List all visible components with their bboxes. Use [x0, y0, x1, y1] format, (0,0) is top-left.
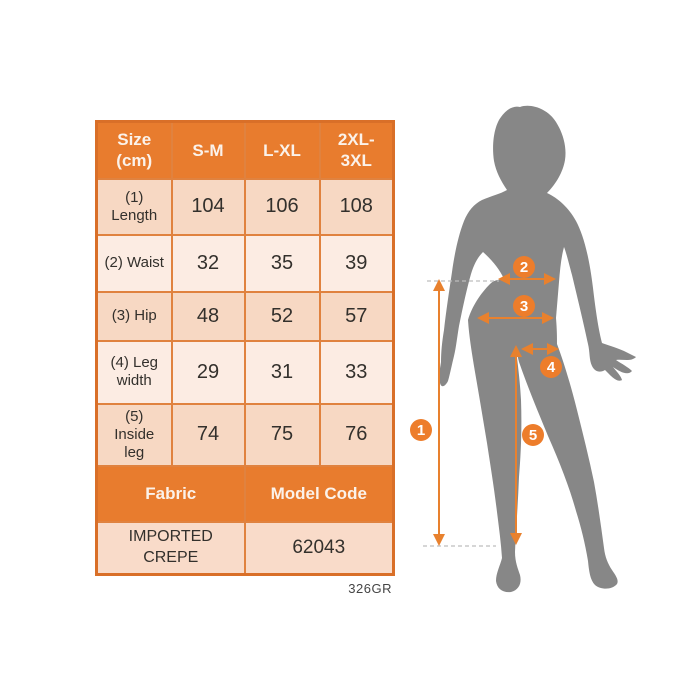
- waist-value-sm: 32: [170, 233, 246, 293]
- product-code-footnote: 326GR: [348, 581, 392, 596]
- leg-width-value-sm: 29: [170, 339, 246, 405]
- marker-circle-5: [522, 424, 544, 446]
- inside-leg-arrow-head-down: [510, 533, 522, 545]
- hip-arrow-head-left: [477, 312, 489, 324]
- footer-value-row: IMPORTED CREPE 62043: [95, 520, 395, 576]
- fabric-value: IMPORTED CREPE: [95, 520, 246, 576]
- leg-width-arrow-head-left: [521, 343, 533, 355]
- header-size-lxl: L-XL: [243, 120, 321, 180]
- marker-circle-3: [513, 295, 535, 317]
- leg-width-value-2xl3xl: 33: [318, 339, 395, 405]
- marker-circle-1: [410, 419, 432, 441]
- leg-width-arrow-head-right: [547, 343, 559, 355]
- header-row: Size (cm) S-M L-XL 2XL- 3XL: [95, 120, 395, 180]
- fabric-header: Fabric: [95, 464, 246, 523]
- table-row-length: (1) Length 104 106 108: [95, 177, 395, 236]
- measure-length: 1: [410, 279, 499, 547]
- waist-arrow-head-left: [498, 273, 510, 285]
- length-value-sm: 104: [170, 177, 246, 236]
- hip-value-2xl3xl: 57: [318, 290, 395, 342]
- leg-width-value-lxl: 31: [243, 339, 321, 405]
- marker-number-2: 2: [520, 259, 528, 276]
- inside-leg-value-lxl: 75: [243, 402, 321, 467]
- waist-arrow-head-right: [544, 273, 556, 285]
- measure-hip: 3: [477, 295, 554, 324]
- inside-leg-value-2xl3xl: 76: [318, 402, 395, 467]
- length-value-lxl: 106: [243, 177, 321, 236]
- table-row-inside-leg: (5) Inside leg 74 75 76: [95, 402, 395, 467]
- model-code-header: Model Code: [243, 464, 395, 523]
- waist-value-2xl3xl: 39: [318, 233, 395, 293]
- table-row-leg-width: (4) Leg width 29 31 33: [95, 339, 395, 405]
- model-code-value: 62043: [243, 520, 395, 576]
- measure-leg-width: 4: [521, 343, 562, 378]
- measure-inside-leg: 5: [510, 345, 544, 545]
- header-size-sm: S-M: [170, 120, 246, 180]
- marker-number-5: 5: [529, 427, 537, 444]
- measure-waist: 2: [498, 256, 556, 285]
- marker-circle-2: [513, 256, 535, 278]
- footer-header-row: Fabric Model Code: [95, 464, 395, 523]
- length-value-2xl3xl: 108: [318, 177, 395, 236]
- marker-number-4: 4: [547, 359, 556, 376]
- header-size-cm: Size (cm): [95, 120, 173, 180]
- marker-number-3: 3: [520, 298, 528, 315]
- inside-leg-value-sm: 74: [170, 402, 246, 467]
- row-label-inside-leg: (5) Inside leg: [95, 402, 173, 467]
- size-chart: Size (cm) S-M L-XL 2XL- 3XL (1) Length 1…: [95, 120, 395, 576]
- hip-arrow-head-right: [542, 312, 554, 324]
- row-label-length: (1) Length: [95, 177, 173, 236]
- table-row-hip: (3) Hip 48 52 57: [95, 290, 395, 342]
- row-label-waist: (2) Waist: [95, 233, 173, 293]
- marker-number-1: 1: [417, 422, 425, 439]
- length-arrow-head-up: [433, 279, 445, 291]
- inside-leg-arrow-head-up: [510, 345, 522, 357]
- waist-value-lxl: 35: [243, 233, 321, 293]
- hip-value-lxl: 52: [243, 290, 321, 342]
- marker-circle-4: [540, 356, 562, 378]
- row-label-leg-width: (4) Leg width: [95, 339, 173, 405]
- table-row-waist: (2) Waist 32 35 39: [95, 233, 395, 293]
- size-chart-table: Size (cm) S-M L-XL 2XL- 3XL (1) Length 1…: [95, 120, 395, 576]
- row-label-hip: (3) Hip: [95, 290, 173, 342]
- header-size-2xl3xl: 2XL- 3XL: [318, 120, 395, 180]
- hip-value-sm: 48: [170, 290, 246, 342]
- length-arrow-head-down: [433, 534, 445, 546]
